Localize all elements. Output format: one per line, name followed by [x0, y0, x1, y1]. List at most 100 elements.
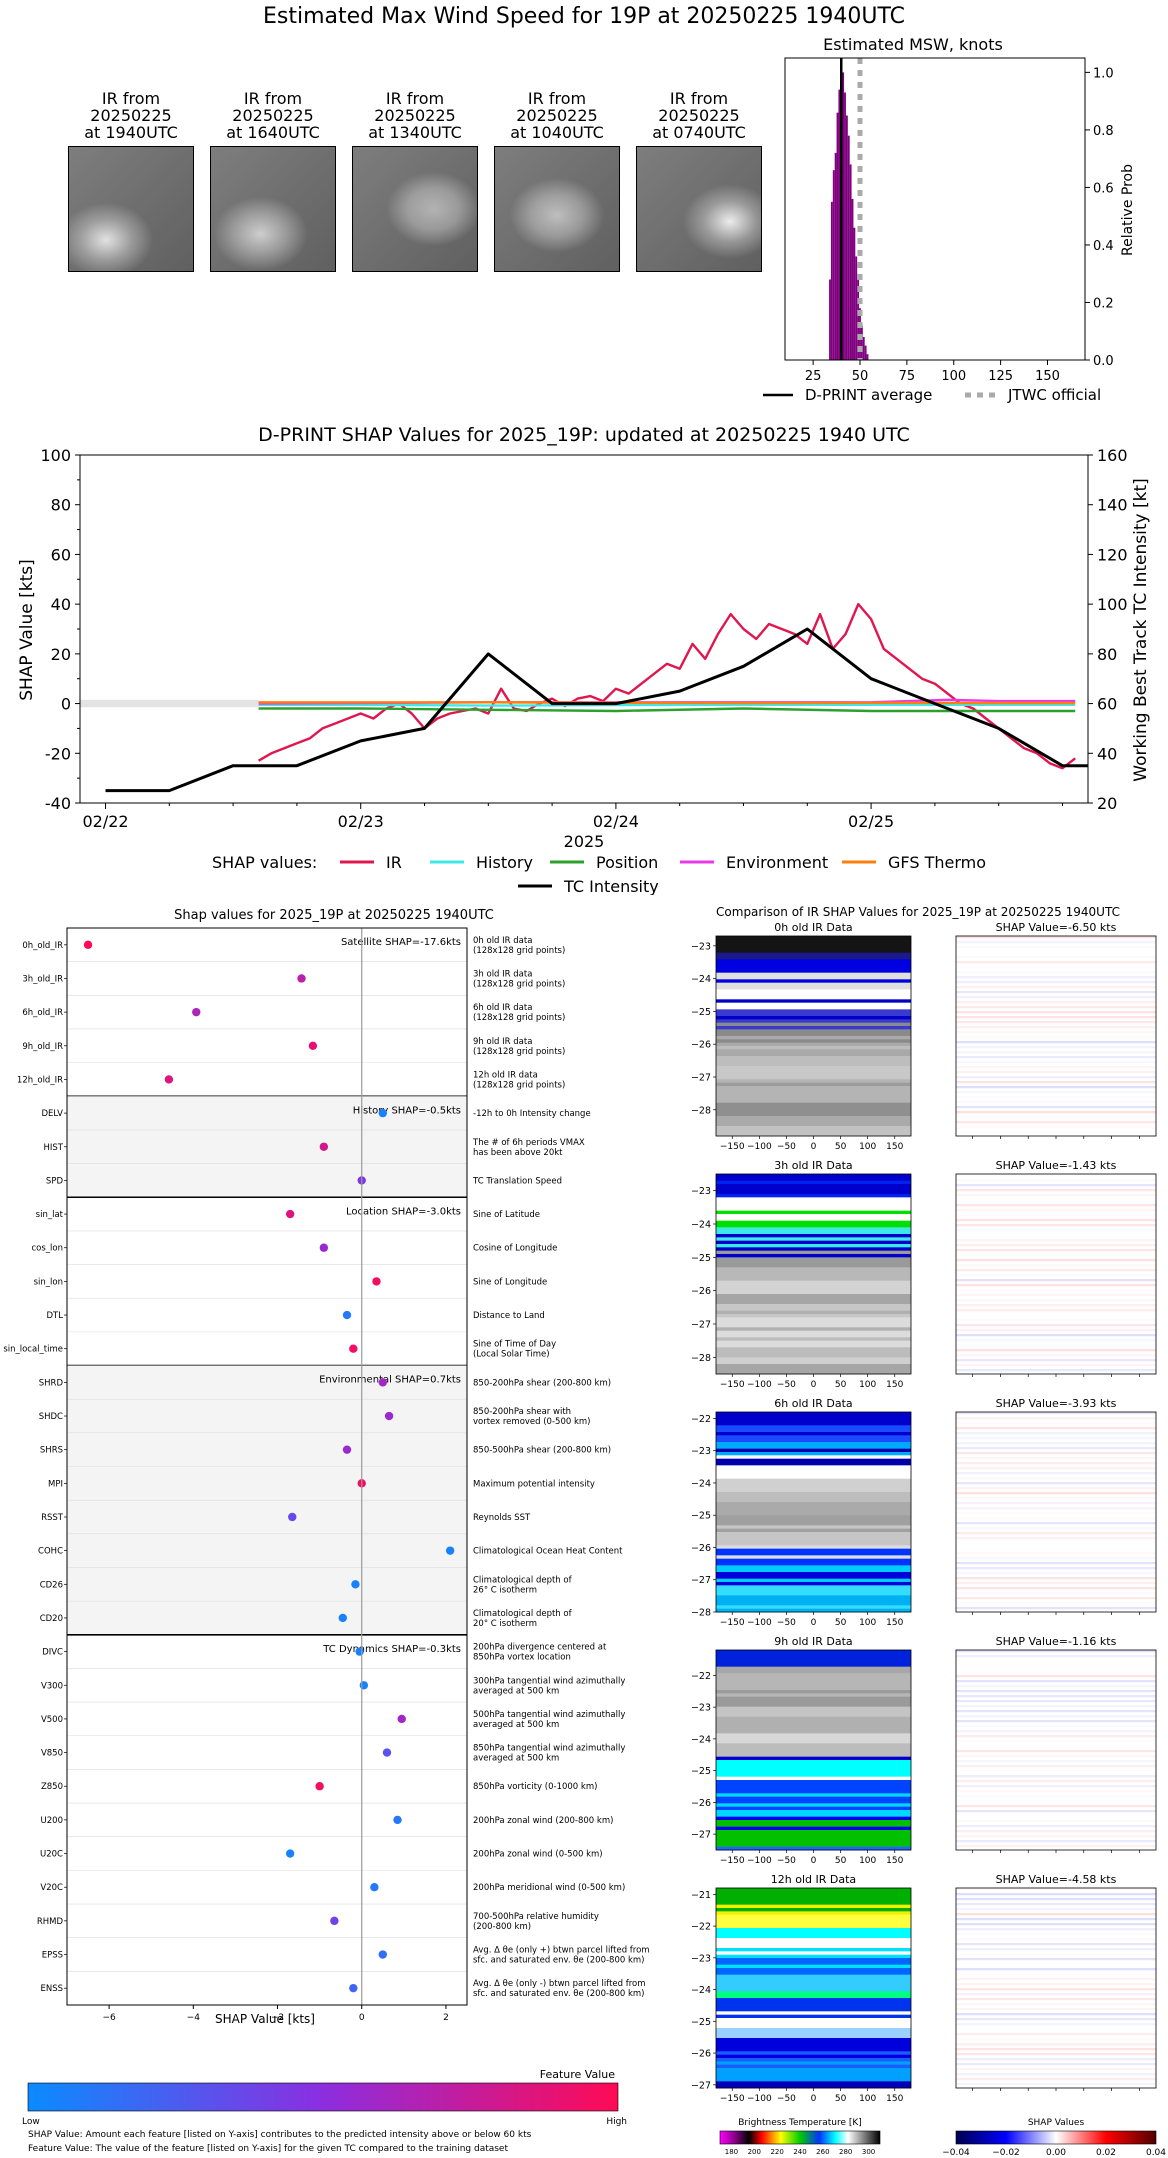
ir-data-stripe	[716, 1207, 911, 1212]
ir-y-tick: −28	[691, 1105, 711, 1116]
shap-stripe	[956, 1121, 1156, 1124]
ir-data-stripe	[716, 1901, 911, 1906]
feature-shap-point	[393, 1815, 402, 1825]
shap-stripe	[956, 1502, 1156, 1505]
feature-shap-point	[397, 1714, 406, 1724]
ir-data-stripe	[716, 1703, 911, 1708]
shap-stripe	[956, 1011, 1156, 1014]
legend-dprint-average: D-PRINT average	[805, 386, 932, 404]
feature-description: -12h to 0h Intensity change	[473, 1109, 591, 1119]
shap-stripe	[956, 1507, 1156, 1510]
bar-panel-title: Shap values for 2025_19P at 20250225 194…	[174, 908, 494, 923]
ir-data-stripe	[716, 1357, 911, 1362]
ir-thumbnail-image	[494, 146, 620, 272]
feature-description: 9h old IR data	[473, 1037, 532, 1047]
ir-y-tick: −23	[691, 1446, 711, 1457]
ir-data-stripe	[716, 1032, 911, 1037]
shap-stripe	[956, 1577, 1156, 1580]
ir-data-stripe	[716, 1700, 911, 1704]
ir-data-stripe	[716, 1512, 911, 1516]
feature-shap-point	[83, 940, 93, 950]
ts-series-position	[258, 707, 1076, 713]
ir-data-stripe	[716, 1820, 911, 1824]
ir-data-stripe	[716, 1217, 911, 1222]
ir-data-stripe	[716, 2004, 911, 2009]
ir-data-stripe	[716, 1552, 911, 1556]
shap-stripe	[956, 1938, 1156, 1941]
ir-data-stripe	[716, 1287, 911, 1292]
shap-stripe	[956, 1482, 1156, 1485]
ir-y-tick: −22	[691, 1671, 711, 1682]
ir-data-stripe	[716, 1412, 911, 1416]
ir-data-stripe	[716, 1743, 911, 1748]
ir-data-stripe	[716, 1056, 911, 1060]
shap-stripe	[956, 1968, 1156, 1971]
ir-y-tick: −24	[691, 974, 711, 985]
ir-data-stripe	[716, 1673, 911, 1678]
ir-data-stripe	[716, 1555, 911, 1560]
shap-stripe	[956, 1061, 1156, 1063]
shap-stripe	[956, 1239, 1156, 1242]
shap-stripe	[956, 1730, 1156, 1733]
feature-description: Maximum potential intensity	[473, 1479, 595, 1489]
shap-stripe	[956, 1199, 1156, 1201]
msw-y-tick: 0.4	[1093, 239, 1114, 254]
ir-data-stripe	[716, 1971, 911, 1976]
shap-stripe	[956, 1254, 1156, 1256]
feature-shap-point	[382, 1748, 392, 1757]
ir-data-stripe	[716, 1934, 911, 1939]
feature-description: averaged at 500 km	[473, 1686, 559, 1696]
shap-stripe	[956, 1442, 1156, 1445]
ir-data-stripe	[716, 1686, 911, 1691]
ir-data-stripe	[716, 2034, 911, 2039]
ir-data-stripe	[716, 1898, 911, 1902]
feature-description: Distance to Land	[473, 1311, 545, 1321]
ir-data-stripe	[716, 1344, 911, 1348]
feature-shap-point	[445, 1546, 455, 1555]
shap-stripe	[956, 996, 1156, 999]
feature-description: (128x128 grid points)	[473, 1047, 565, 1057]
shap-stripe	[956, 1923, 1156, 1926]
feature-shap-panel: Shap values for 2025_19P at 20250225 194…	[3, 908, 649, 2154]
ir-thumbnail-label-line: 20250225	[90, 106, 172, 125]
shap-stripe	[956, 1913, 1156, 1916]
ir-data-stripe	[716, 1022, 911, 1027]
ir-x-tick: −150	[720, 1856, 745, 1866]
ir-data-stripe	[716, 1918, 911, 1922]
feature-shap-point	[288, 1512, 297, 1522]
ir-data-stripe	[716, 1598, 911, 1603]
ir-data-stripe	[716, 1495, 911, 1500]
bt-colorbar-tick: 220	[770, 2148, 783, 2156]
shap-stripe	[956, 1547, 1156, 1549]
shap-stripe	[956, 1755, 1156, 1758]
ir-x-tick: 100	[859, 1618, 876, 1628]
ir-data-stripe	[716, 1568, 911, 1573]
ir-data-stripe	[716, 1049, 911, 1054]
shap-stripe	[956, 1319, 1156, 1321]
feature-name: V300	[41, 1681, 63, 1691]
ir-data-stripe	[716, 969, 911, 974]
ir-x-tick: −150	[720, 1380, 745, 1390]
feature-description: 200hPa meridional wind (0-500 km)	[473, 1883, 625, 1893]
feature-shap-point	[342, 1310, 352, 1320]
ir-data-stripe	[716, 1458, 911, 1463]
ir-data-stripe	[716, 2048, 911, 2052]
shap-stripe	[956, 1369, 1156, 1372]
bt-colorbar-title: Brightness Temperature [K]	[738, 2118, 862, 2128]
ir-thumbnail-label-line: at 0740UTC	[652, 123, 746, 142]
ir-data-stripe	[716, 1304, 911, 1308]
ir-x-tick: −100	[747, 1856, 772, 1866]
shap-stripe	[956, 1457, 1156, 1460]
shap-stripe	[956, 1690, 1156, 1693]
ir-data-stripe	[716, 1462, 911, 1466]
feature-name: cos_lon	[31, 1244, 63, 1254]
feature-name: U200	[41, 1816, 63, 1826]
ir-data-stripe	[716, 2078, 911, 2082]
msw-bar	[857, 279, 860, 360]
ts-series-ir	[257, 602, 1076, 770]
ir-thumbnail-label: IR from 20250225 at 1940UTC	[66, 90, 196, 141]
ir-thumbnail-image	[210, 146, 336, 272]
ir-data-stripe	[716, 1578, 911, 1583]
ir-data-stripe	[716, 1796, 911, 1801]
shap-stripe	[956, 1031, 1156, 1034]
